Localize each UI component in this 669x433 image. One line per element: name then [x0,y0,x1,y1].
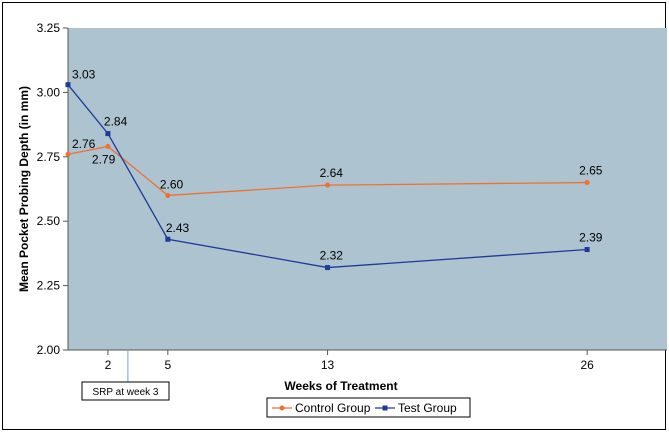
x-tick-label: 13 [321,358,335,372]
data-label: 2.60 [160,177,184,191]
y-axis-title: Mean Pocket Probing Depth (in mm) [17,86,31,292]
legend-label: Control Group [295,401,371,415]
legend-label: Test Group [398,401,457,415]
data-label: 2.32 [320,249,344,263]
annotation-box [81,381,170,401]
x-axis-title: Weeks of Treatment [284,379,397,393]
series-test [65,82,590,271]
plot-area [68,28,667,350]
legend-box [266,397,471,418]
x-tick-label: 2 [105,358,112,372]
data-point [165,236,171,242]
x-axis: 2 5 13 26 [68,349,667,372]
annotation-group: SRP at week 3 [81,350,170,401]
data-label: 2.76 [72,137,96,151]
y-tick-label: 2.00 [37,343,61,357]
legend-marker [382,405,388,411]
data-label: 2.79 [92,152,116,166]
series-control [65,143,590,198]
data-label: 2.64 [320,166,344,180]
y-tick-label: 3.00 [37,85,61,99]
legend-marker [279,405,285,411]
data-point [65,151,71,157]
legend-item-test: Test Group [375,401,457,415]
data-label: 3.03 [72,68,96,82]
data-label: 2.43 [166,221,190,235]
data-point [325,182,331,188]
x-tick-label: 26 [580,358,594,372]
annotation-label: SRP at week 3 [93,387,159,398]
data-label: 2.39 [579,231,603,245]
data-point [65,82,71,88]
y-axis: 2.00 2.25 2.50 2.75 3.00 3.25 [37,21,69,357]
y-tick-label: 2.75 [37,150,61,164]
data-point [325,265,331,271]
legend-item-control: Control Group [272,401,371,415]
data-point [165,192,171,198]
data-label: 2.65 [579,164,603,178]
legend: Control Group Test Group [266,397,471,418]
data-point [105,131,111,137]
data-point [105,143,111,149]
y-tick-label: 2.50 [37,214,61,228]
data-point [584,180,590,186]
y-tick-label: 2.25 [37,279,61,293]
y-tick-label: 3.25 [37,21,61,35]
series-layer: 2.762.79 2.60 2.64 2.65 3.03 2.84 2.43 2.32 2.39 [65,68,603,271]
data-label: 2.84 [104,115,128,129]
data-point [584,247,590,253]
x-tick-label: 5 [164,358,171,372]
